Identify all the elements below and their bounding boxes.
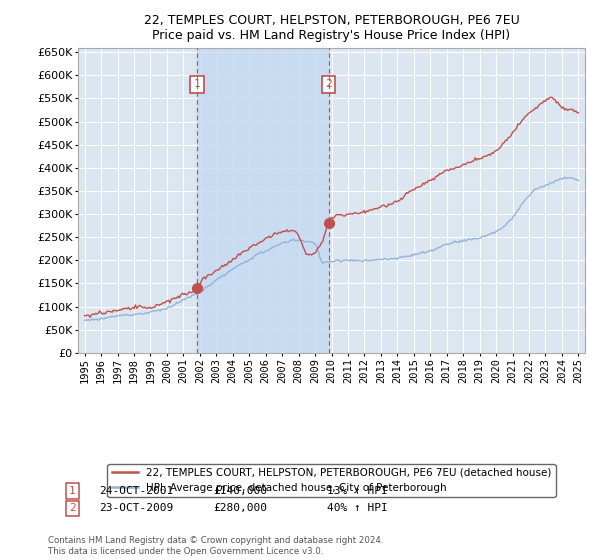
Text: 2: 2 [69,503,76,514]
Text: 13% ↑ HPI: 13% ↑ HPI [327,486,388,496]
Text: 23-OCT-2009: 23-OCT-2009 [99,503,173,514]
Legend: 22, TEMPLES COURT, HELPSTON, PETERBOROUGH, PE6 7EU (detached house), HPI: Averag: 22, TEMPLES COURT, HELPSTON, PETERBOROUG… [107,464,556,497]
Text: 40% ↑ HPI: 40% ↑ HPI [327,503,388,514]
Bar [197,48,329,353]
Text: 1: 1 [69,486,76,496]
Text: £140,000: £140,000 [213,486,267,496]
Text: Contains HM Land Registry data © Crown copyright and database right 2024.
This d: Contains HM Land Registry data © Crown c… [48,536,383,556]
Text: £280,000: £280,000 [213,503,267,514]
Text: 24-OCT-2001: 24-OCT-2001 [99,486,173,496]
Text: 1: 1 [193,79,200,89]
Title: 22, TEMPLES COURT, HELPSTON, PETERBOROUGH, PE6 7EU
Price paid vs. HM Land Regist: 22, TEMPLES COURT, HELPSTON, PETERBOROUG… [143,14,520,42]
Text: 2: 2 [325,79,332,89]
